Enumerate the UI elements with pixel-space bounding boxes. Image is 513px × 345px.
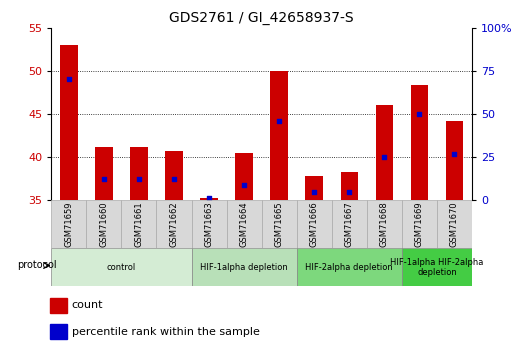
Text: GSM71663: GSM71663	[205, 201, 213, 247]
Text: HIF-2alpha depletion: HIF-2alpha depletion	[305, 263, 393, 272]
Bar	[191, 200, 227, 248]
Bar	[60, 45, 77, 200]
Bar	[410, 86, 428, 200]
Bar	[402, 248, 472, 286]
Text: GSM71664: GSM71664	[240, 201, 249, 247]
Bar	[376, 105, 393, 200]
Bar	[156, 200, 191, 248]
Bar	[130, 147, 148, 200]
Text: GSM71662: GSM71662	[169, 201, 179, 247]
Bar	[297, 200, 332, 248]
Text: GSM71667: GSM71667	[345, 201, 354, 247]
Point	[170, 177, 178, 182]
Bar	[86, 200, 122, 248]
Text: GSM71669: GSM71669	[415, 201, 424, 247]
Text: protocol: protocol	[17, 260, 56, 270]
Point	[65, 77, 73, 82]
Text: GSM71665: GSM71665	[274, 201, 284, 247]
Bar	[227, 200, 262, 248]
Text: GSM71666: GSM71666	[310, 201, 319, 247]
Bar	[305, 176, 323, 200]
Point	[100, 177, 108, 182]
Bar	[191, 248, 297, 286]
Bar	[51, 200, 86, 248]
Bar	[122, 200, 156, 248]
Bar	[367, 200, 402, 248]
Text: GSM71670: GSM71670	[450, 201, 459, 247]
Text: control: control	[107, 263, 136, 272]
Text: HIF-1alpha depletion: HIF-1alpha depletion	[200, 263, 288, 272]
Bar	[341, 172, 358, 200]
Text: GSM71659: GSM71659	[64, 201, 73, 247]
Bar	[50, 297, 67, 313]
Point	[345, 190, 353, 195]
Bar	[437, 200, 472, 248]
Point	[275, 118, 283, 124]
Bar	[95, 147, 113, 200]
Text: count: count	[71, 300, 103, 310]
Bar	[297, 248, 402, 286]
Bar	[165, 151, 183, 200]
Text: GSM71668: GSM71668	[380, 201, 389, 247]
Point	[415, 111, 423, 117]
Bar	[262, 200, 297, 248]
Point	[310, 190, 318, 195]
Bar	[235, 152, 253, 200]
Point	[380, 154, 388, 160]
Bar	[332, 200, 367, 248]
Bar	[402, 200, 437, 248]
Bar	[446, 121, 463, 200]
Point	[135, 177, 143, 182]
Title: GDS2761 / GI_42658937-S: GDS2761 / GI_42658937-S	[169, 11, 354, 25]
Bar	[200, 197, 218, 200]
Bar	[51, 248, 191, 286]
Point	[450, 151, 459, 156]
Text: percentile rank within the sample: percentile rank within the sample	[71, 327, 260, 337]
Bar	[50, 324, 67, 339]
Text: GSM71661: GSM71661	[134, 201, 144, 247]
Text: GSM71660: GSM71660	[100, 201, 108, 247]
Text: HIF-1alpha HIF-2alpha
depletion: HIF-1alpha HIF-2alpha depletion	[390, 258, 484, 277]
Point	[205, 195, 213, 200]
Point	[240, 182, 248, 187]
Bar	[270, 71, 288, 200]
